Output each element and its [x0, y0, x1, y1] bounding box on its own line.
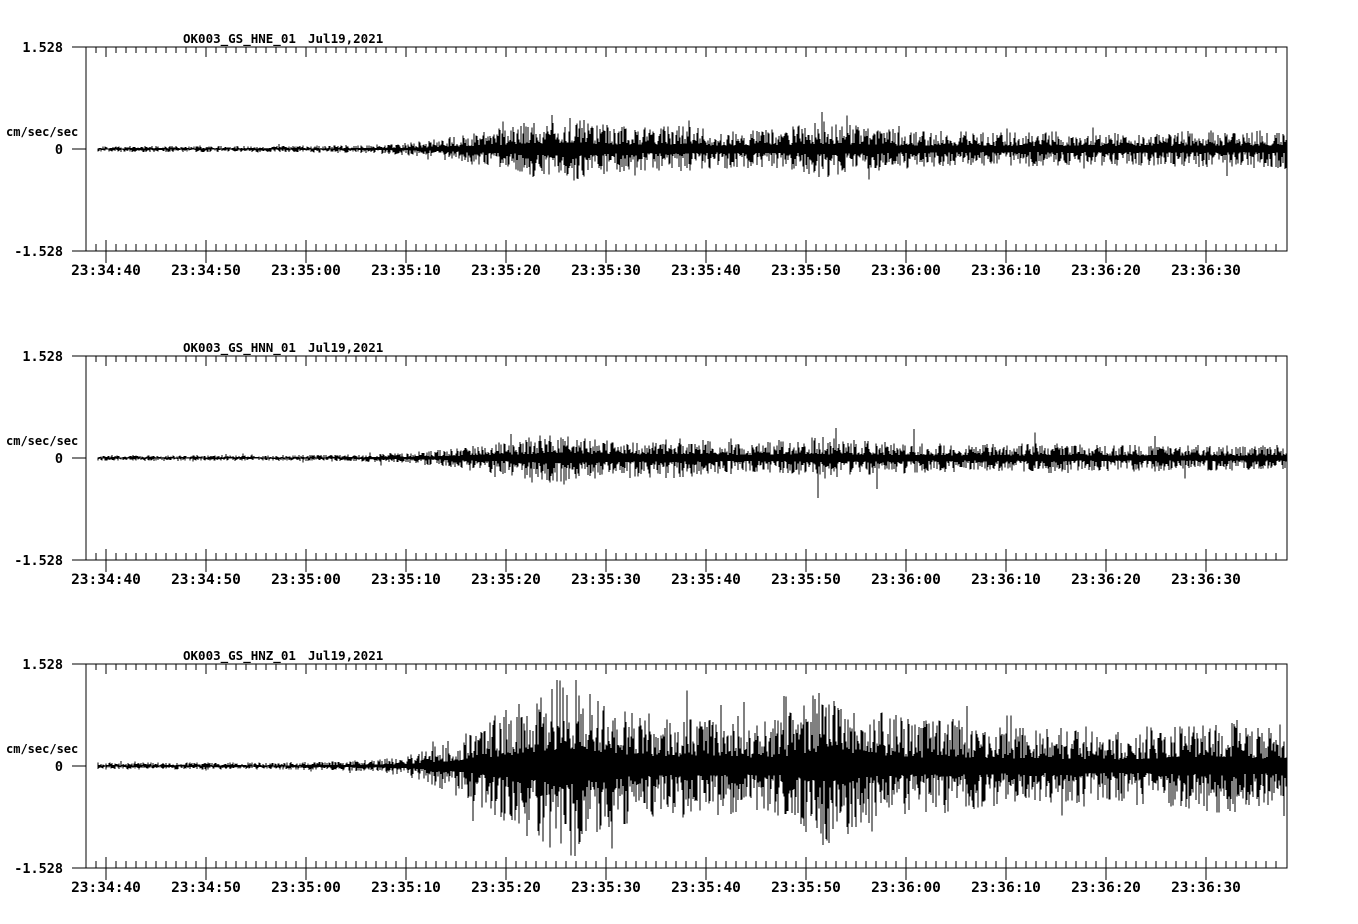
y-axis-unit-label: cm/sec/sec [6, 434, 78, 448]
x-tick-label: 23:35:40 [671, 572, 741, 588]
y-tick-label-max: 1.528 [22, 40, 63, 56]
y-tick-label-zero: 0 [55, 142, 63, 158]
axis-box [72, 46, 1288, 263]
x-tick-label: 23:35:50 [771, 263, 841, 279]
x-tick-label: 23:35:30 [571, 880, 641, 896]
panel-title-date: Jul19,2021 [308, 340, 383, 355]
panel-title-date: Jul19,2021 [308, 31, 383, 46]
panel-title-date: Jul19,2021 [308, 648, 383, 663]
panel-title-station: OK003_GS_HNN_01 [183, 340, 296, 356]
x-tick-label: 23:35:00 [271, 263, 341, 279]
seismogram-panel-hnn: OK003_GS_HNN_01 Jul19,2021 1.528 0 -1.52… [6, 340, 1288, 588]
x-tick-labels: 23:34:40 23:34:50 23:35:00 23:35:10 23:35:20… [71, 880, 1241, 896]
x-tick-label: 23:34:50 [171, 572, 241, 588]
x-tick-label: 23:35:40 [671, 263, 741, 279]
x-tick-label: 23:35:50 [771, 572, 841, 588]
x-tick-label: 23:35:10 [371, 572, 441, 588]
x-tick-label: 23:35:10 [371, 880, 441, 896]
y-tick-label-max: 1.528 [22, 657, 63, 673]
x-tick-label: 23:34:50 [171, 880, 241, 896]
x-tick-label: 23:36:30 [1171, 880, 1241, 896]
x-tick-label: 23:36:20 [1071, 880, 1141, 896]
x-tick-label: 23:35:00 [271, 572, 341, 588]
x-tick-label: 23:34:40 [71, 572, 141, 588]
axis-box [72, 663, 1288, 880]
x-tick-label: 23:36:00 [871, 263, 941, 279]
x-tick-label: 23:36:20 [1071, 572, 1141, 588]
x-tick-label: 23:34:40 [71, 263, 141, 279]
x-tick-label: 23:36:10 [971, 572, 1041, 588]
y-tick-label-zero: 0 [55, 759, 63, 775]
x-tick-label: 23:35:20 [471, 880, 541, 896]
x-tick-label: 23:36:30 [1171, 263, 1241, 279]
panel-title-station: OK003_GS_HNZ_01 [183, 648, 296, 664]
x-tick-labels: 23:34:40 23:34:50 23:35:00 23:35:10 23:35:20… [71, 572, 1241, 588]
y-axis-unit-label: cm/sec/sec [6, 742, 78, 756]
waveform-trace-hne [97, 112, 1288, 181]
x-tick-label: 23:36:20 [1071, 263, 1141, 279]
x-tick-label: 23:35:50 [771, 880, 841, 896]
y-tick-label-zero: 0 [55, 451, 63, 467]
y-tick-label-max: 1.528 [22, 349, 63, 365]
y-axis-unit-label: cm/sec/sec [6, 125, 78, 139]
panel-title-station: OK003_GS_HNE_01 [183, 31, 296, 47]
x-tick-label: 23:35:30 [571, 572, 641, 588]
x-tick-label: 23:35:20 [471, 263, 541, 279]
seismogram-panel-hnz: OK003_GS_HNZ_01 Jul19,2021 1.528 0 -1.52… [6, 648, 1288, 896]
y-tick-label-min: -1.528 [14, 244, 63, 260]
x-tick-label: 23:34:50 [171, 263, 241, 279]
y-tick-label-min: -1.528 [14, 861, 63, 877]
x-tick-label: 23:36:00 [871, 572, 941, 588]
x-tick-label: 23:35:30 [571, 263, 641, 279]
seismogram-panel-hne: OK003_GS_HNE_01 Jul19,2021 1.528 0 -1.52… [6, 31, 1288, 279]
x-tick-label: 23:35:00 [271, 880, 341, 896]
x-tick-label: 23:36:00 [871, 880, 941, 896]
x-tick-label: 23:34:40 [71, 880, 141, 896]
x-tick-label: 23:35:40 [671, 880, 741, 896]
x-tick-labels: 23:34:40 23:34:50 23:35:00 23:35:10 23:35:20… [71, 263, 1241, 279]
axis-box [72, 355, 1288, 572]
x-tick-label: 23:35:20 [471, 572, 541, 588]
x-tick-label: 23:36:30 [1171, 572, 1241, 588]
x-tick-label: 23:36:10 [971, 263, 1041, 279]
waveform-trace-hnz [97, 679, 1288, 857]
x-tick-label: 23:36:10 [971, 880, 1041, 896]
y-tick-label-min: -1.528 [14, 553, 63, 569]
waveform-trace-hnn [97, 428, 1288, 498]
x-tick-label: 23:35:10 [371, 263, 441, 279]
